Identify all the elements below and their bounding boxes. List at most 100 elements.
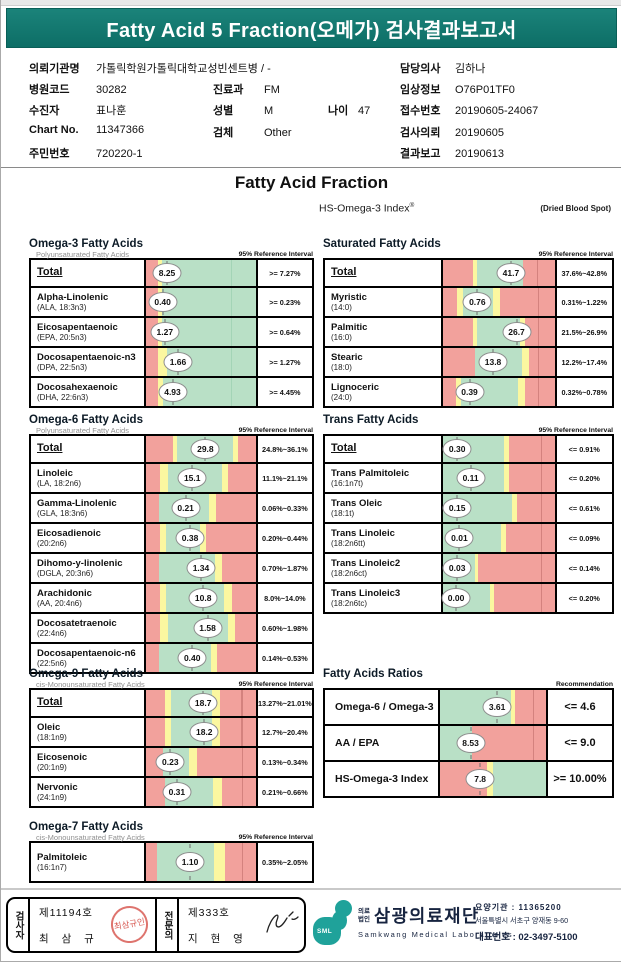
gauge-zone [146, 348, 159, 376]
result-gauge: 0.40 [146, 644, 256, 672]
org-type-label: 의료 법인 [358, 908, 370, 923]
result-gauge: 4.93 [146, 378, 256, 406]
analyte-name: Total [37, 696, 63, 709]
row-label-cell: Gamma-Linolenic (GLA, 18:3n6) [31, 494, 147, 522]
section-header: Omega-9 Fatty Acids cis-Monounsaturated F… [29, 668, 314, 689]
gauge-pointer-top [202, 585, 204, 589]
gauge-zone [217, 644, 256, 672]
table-row: Docosahexaenoic (DHA, 22:6n3) 4.93 >= 4.45% [31, 376, 312, 406]
reference-interval-label: Recommendation [555, 681, 613, 688]
result-gauge: 18.7 [146, 690, 256, 716]
field-label: 진료과 [213, 84, 244, 96]
result-gauge: 0.40 [146, 288, 256, 316]
analyte-code: (18:1n9) [37, 733, 67, 743]
organization-block: 의료 법인 삼광의료재단 Samkwang Medical Laboratori… [358, 903, 513, 939]
gauge-pointer-bottom [458, 547, 460, 551]
result-value-bubble: 15.1 [177, 468, 207, 488]
field-value: Other [264, 127, 292, 139]
field-label: 검사의뢰 [400, 127, 441, 139]
result-gauge: 0.01 [442, 524, 555, 552]
gauge-pointer-top [191, 465, 193, 469]
gauge-zone [146, 778, 165, 806]
specialist-role-label: 전문의 [155, 899, 179, 951]
gauge-zone [231, 318, 256, 346]
gauge-zone [146, 718, 165, 746]
field-label: 성별 [213, 105, 234, 117]
gauge-pointer-top [185, 495, 187, 499]
reference-interval-label: 95% Reference Interval [538, 251, 613, 258]
gauge-zone [442, 348, 476, 376]
gauge-pointer-top [455, 585, 457, 589]
gauge-zone [493, 288, 500, 316]
table-row: Lignoceric (24:0) 0.39 0.32%~0.78% [325, 376, 612, 406]
table-row: Total 41.7 37.6%~42.8% [325, 260, 612, 286]
gauge-pointer-bottom [476, 311, 478, 315]
result-gauge: 0.76 [442, 288, 555, 316]
row-label-cell: Total [31, 690, 147, 716]
gauge-zone [534, 726, 546, 760]
result-gauge: 41.7 [442, 260, 555, 286]
row-label-cell: Alpha-Linolenic (ALA, 18:3n3) [31, 288, 147, 316]
result-gauge: 13.8 [442, 348, 555, 376]
gauge-zone [457, 288, 463, 316]
result-value-bubble: 0.23 [155, 752, 185, 772]
analyte-code: (20:2n6) [37, 539, 67, 549]
row-label-cell: Docosapentaenoic-n3 (DPA, 22:5n3) [31, 348, 147, 376]
gauge-zone [242, 778, 256, 806]
gauge-zone [230, 348, 232, 376]
reference-interval: <= 9.0 [545, 726, 612, 760]
gauge-zone [541, 494, 543, 522]
analyte-code: (20:1n9) [37, 763, 67, 773]
gauge-zone [537, 378, 539, 406]
registered-mark: ® [409, 202, 415, 209]
patient-field-접수번호: 접수번호 20190605-24067 [400, 102, 538, 118]
gauge-pointer-bottom [189, 876, 191, 880]
row-label-cell: Stearic (18:0) [325, 348, 443, 376]
table-row: Oleic (18:1n9) 18.2 12.7%~20.4% [31, 716, 312, 746]
gauge-zone [537, 260, 555, 286]
result-value-bubble: 18.7 [188, 693, 218, 713]
result-gauge: 1.27 [146, 318, 256, 346]
gauge-zone [504, 464, 509, 492]
reference-interval: 8.0%~14.0% [255, 584, 312, 612]
analyte-name: Linoleic [37, 467, 73, 479]
patient-field-검사의뢰: 검사의뢰 20190605 [400, 124, 504, 140]
reference-interval: 0.31%~1.22% [554, 288, 612, 316]
table-row: Trans Palmitoleic (16:1n7t) 0.11 <= 0.20% [325, 462, 612, 492]
analyte-name: Docosatetraenoic [37, 617, 117, 629]
reference-interval: <= 0.09% [554, 524, 612, 552]
gauge-zone [542, 524, 555, 552]
gauge-zone [542, 584, 555, 612]
result-value-bubble: 1.27 [150, 322, 180, 342]
field-value: 가톨릭학원가톨릭대학교성빈센트병 / - [96, 63, 271, 75]
row-label-cell: Trans Palmitoleic (16:1n7t) [325, 464, 443, 492]
examiner-cert-number: 제11194호 [39, 907, 93, 919]
gauge-pointer-bottom [516, 341, 518, 345]
gauge-zone [146, 614, 161, 642]
result-gauge: 1.66 [146, 348, 256, 376]
gauge-pointer-top [172, 379, 173, 383]
analyte-code: (14:0) [331, 303, 352, 313]
reference-interval: 0.06%~0.33% [255, 494, 312, 522]
table-row: Docosatetraenoic (22:4n6) 1.58 0.60%~1.98% [31, 612, 312, 642]
gauge-zone [538, 348, 555, 376]
gauge-zone [542, 554, 555, 582]
gauge-zone [442, 378, 457, 406]
result-value-bubble: 0.00 [441, 588, 471, 608]
gauge-pointer-top [476, 289, 478, 293]
gauge-pointer-top [191, 645, 193, 649]
result-value-bubble: 0.11 [456, 468, 486, 488]
row-label-cell: Trans Linoleic3 (18:2n6tc) [325, 584, 443, 612]
gauge-pointer-top [458, 525, 460, 529]
gauge-zone [533, 690, 535, 724]
analyte-name: Docosahexaenoic [37, 381, 118, 393]
analyte-name: Omega-6 / Omega-3 [335, 700, 434, 713]
gauge-zone [146, 494, 160, 522]
gauge-pointer-bottom [166, 281, 168, 285]
row-label-cell: Nervonic (24:1n9) [31, 778, 147, 806]
table-row: Omega-6 / Omega-3 3.61 <= 4.6 [325, 690, 612, 724]
lab-address: 서울특별시 서초구 양재동 9-60 [475, 916, 569, 925]
table-row: HS-Omega-3 Index 7.8 >= 10.00% [325, 760, 612, 796]
gauge-pointer-bottom [479, 791, 481, 795]
analyte-name: Total [331, 266, 357, 279]
